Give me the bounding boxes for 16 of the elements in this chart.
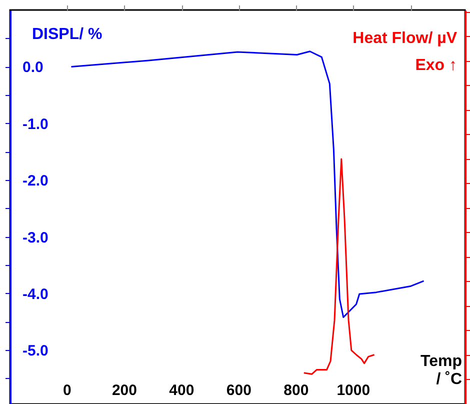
annotation: Exo ↑ (415, 57, 457, 74)
x-tick-label: 800 (284, 382, 309, 399)
y-tick-label: -4.0 (22, 286, 48, 303)
y-axis-title: DISPL/ % (32, 26, 102, 43)
x-axis-title: Temp / ˚C (420, 353, 462, 388)
x-tick-label: 400 (169, 382, 194, 399)
x-tick-label: 1000 (336, 382, 370, 399)
y2-axis-title: Heat Flow/ µV (352, 30, 458, 47)
y-tick-label: -2.0 (22, 172, 48, 190)
x-tick-label: 200 (112, 382, 137, 399)
y-tick-label: -3.0 (22, 229, 48, 246)
x-tick-label: 0 (63, 382, 72, 399)
x-tick-label: 600 (226, 382, 252, 399)
y-tick-label: 0.0 (22, 59, 44, 76)
y-tick-label: -1.0 (22, 116, 48, 133)
y-tick-label: -5.0 (22, 342, 48, 360)
